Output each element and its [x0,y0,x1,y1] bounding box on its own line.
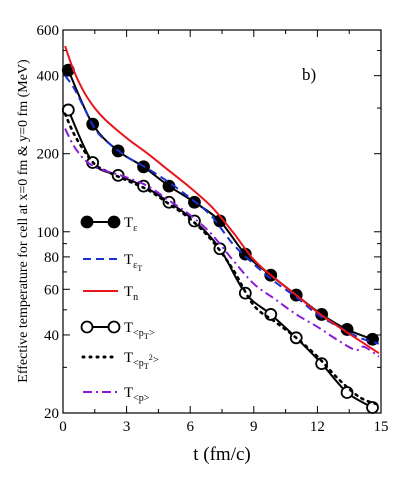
panel-annotation: b) [302,65,316,84]
y-tick-label: 100 [37,225,60,241]
legend: Tε TεT Tn T<pT> T<pT2> T<p> [80,215,159,404]
legend-item-5: T<p> [83,385,150,404]
legend-item-4: T<pT2> [81,350,159,371]
x-tick-label: 15 [374,419,389,435]
series-1 [64,75,380,345]
y-tick-label: 400 [37,69,60,85]
x-tick-label: 6 [186,419,194,435]
x-tick-label: 12 [310,419,325,435]
data-point [188,214,201,228]
data-point [340,386,354,399]
legend-label: Tn [124,284,138,303]
legend-label: TεT [124,252,142,273]
y-tick-label: 600 [37,23,60,39]
data-point [315,357,329,371]
legend-marker [80,215,94,229]
series-line [64,45,380,355]
y-tick-label: 20 [44,406,59,422]
x-tick-label: 9 [250,419,258,435]
series-line [64,128,380,358]
series-line [64,75,380,345]
series-line [67,69,373,341]
series-4 [63,112,381,407]
series-layer [61,45,381,414]
legend-item-0: Tε [80,215,137,234]
y-tick-label: 60 [44,282,59,298]
legend-item-3: T<pT> [80,320,155,341]
legend-item-2: Tn [83,284,138,303]
series-2 [64,45,380,355]
legend-label: T<p> [124,385,150,404]
legend-marker [107,215,121,229]
y-tick-label: 200 [37,147,60,163]
y-tick-label: 80 [44,250,59,266]
series-5 [64,128,380,358]
legend-marker [107,320,121,334]
data-point [264,308,278,321]
x-tick-label: 3 [123,419,131,435]
series-0 [61,63,379,346]
y-tick-label: 40 [44,328,59,344]
legend-label: Tε [124,215,137,234]
x-axis-label: t (fm/c) [193,444,251,465]
series-line [63,112,381,407]
x-tick-label: 0 [59,419,67,435]
legend-item-1: TεT [83,252,142,273]
y-axis-label: Effective temperature for cell at x=0 fm… [16,59,31,383]
legend-label: T<pT> [124,320,155,341]
legend-label: T<pT2> [124,350,159,371]
axes: 0 3 6 9 12 15 20 40 60 80 100 200 400 600 [37,23,389,435]
legend-marker [80,320,94,334]
